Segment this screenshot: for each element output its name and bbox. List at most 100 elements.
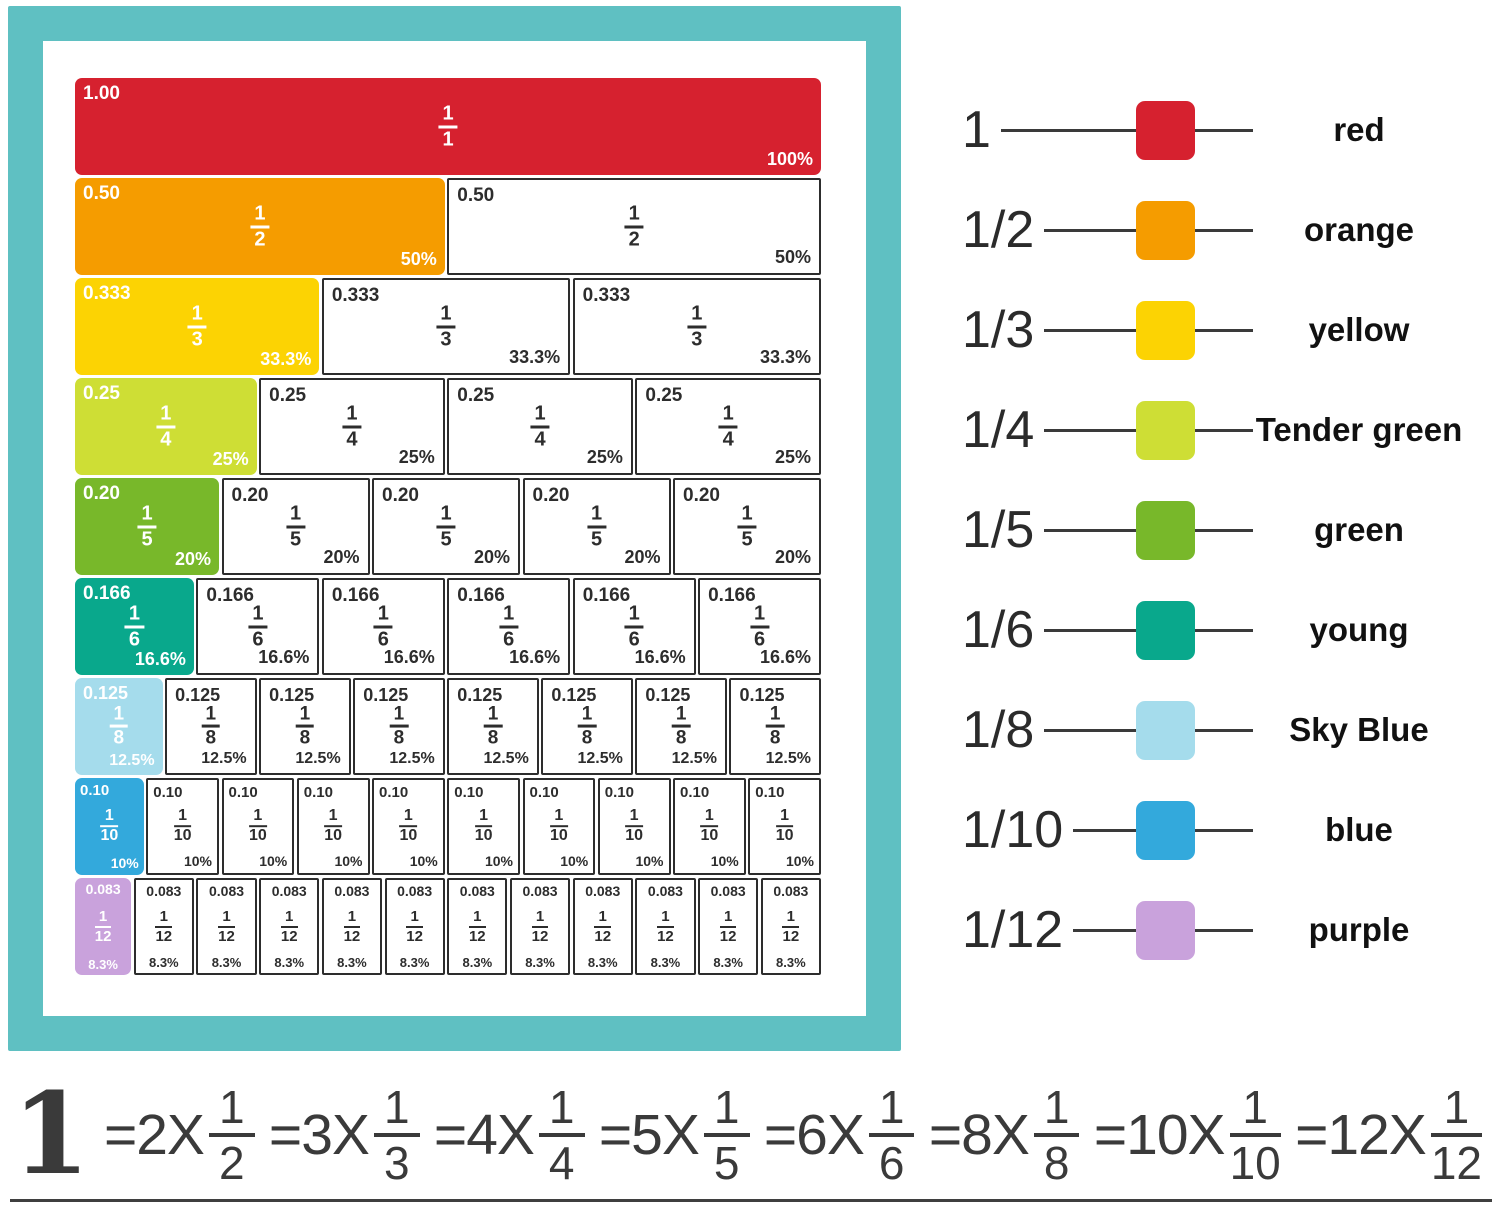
fraction-tile-1-5: 0.20 1 5 20% — [221, 478, 370, 575]
fraction-denominator: 4 — [534, 428, 546, 450]
fraction-label: 1 10 — [248, 807, 267, 846]
fraction-tile-1-10-colored: 0.10 1 10 10% — [75, 778, 144, 875]
fraction-numerator: 1 — [218, 909, 235, 928]
fraction-label: 1 10 — [549, 807, 568, 846]
decimal-label: 0.125 — [551, 685, 597, 705]
percent-label: 8.3% — [148, 955, 179, 970]
fraction-numerator: 1 — [538, 1082, 585, 1137]
fraction-tile-1-12: 0.083 1 12 8.3% — [447, 878, 508, 975]
decimal-label: 0.10 — [755, 784, 785, 801]
decimal-label: 0.20 — [382, 485, 419, 506]
percent-label: 10% — [334, 853, 363, 869]
equation-multiplier: =5X — [598, 1103, 700, 1167]
decimal-label: 0.333 — [582, 285, 631, 306]
legend-item-1-8: 1/8 Sky Blue — [962, 680, 1465, 780]
fraction-label: 1 10 — [700, 807, 719, 846]
fraction-denominator: 8 — [299, 728, 311, 749]
fraction-tile-1-12: 0.083 1 12 8.3% — [698, 878, 759, 975]
percent-label: 10% — [635, 853, 664, 869]
fraction-denominator: 4 — [548, 1137, 575, 1189]
fraction-denominator: 5 — [741, 528, 753, 550]
legend-color-name: yellow — [1308, 311, 1410, 348]
fraction-numerator: 1 — [483, 704, 503, 728]
fraction-label: 1 12 — [594, 909, 612, 945]
fraction-tile-1-1-colored: 1.00 1 1 100% — [75, 78, 821, 175]
percent-label: 25% — [774, 447, 811, 467]
fraction-tile-1-10: 0.10 1 10 10% — [673, 778, 746, 875]
legend-connector-line — [1195, 128, 1253, 132]
percent-label: 12.5% — [483, 750, 529, 767]
fraction-numerator: 1 — [468, 909, 486, 928]
fraction-numerator: 1 — [324, 807, 343, 828]
percent-label: 25% — [586, 447, 623, 467]
fraction-denominator: 10 — [1229, 1137, 1281, 1189]
fraction-tile-1-8: 0.125 1 8 12.5% — [259, 678, 351, 775]
equivalence-equation-bar: 1 =2X 1 2 =3X 1 3 =4X 1 4 =5X 1 5 =6X 1 6 =8X 1 8 =10X 1 10 =1… — [12, 1076, 1482, 1194]
percent-label: 12.5% — [201, 750, 247, 767]
fraction-numerator: 1 — [389, 704, 409, 728]
fraction-denominator: 6 — [503, 628, 515, 650]
percent-label: 12.5% — [295, 750, 341, 767]
fraction-numerator: 1 — [586, 503, 607, 528]
fraction-tile-1-5: 0.20 1 5 20% — [522, 478, 671, 575]
percent-label: 12.5% — [671, 750, 717, 767]
fraction-row-1-10: 0.10 1 10 10% 0.10 1 10 10% 0.10 1 10 10% 0.10 1 10 10%… — [75, 778, 821, 875]
fraction-denominator: 10 — [100, 827, 119, 845]
percent-label: 16.6% — [759, 647, 812, 667]
fraction-numerator: 1 — [342, 403, 362, 428]
fraction-denominator: 12 — [406, 928, 423, 945]
decimal-label: 0.166 — [331, 585, 380, 606]
fraction-numerator: 1 — [1229, 1082, 1281, 1137]
fraction-tile-1-12: 0.083 1 12 8.3% — [133, 878, 194, 975]
fraction-numerator: 1 — [657, 909, 674, 928]
legend-connector-line — [1044, 528, 1136, 532]
decimal-label: 0.25 — [83, 383, 120, 404]
fraction-tile-1-8-colored: 0.125 1 8 12.5% — [75, 678, 163, 775]
equation-terms: =2X 1 2 =3X 1 3 =4X 1 4 =5X 1 5 =6X 1 6 =8X 1 8 =10X 1 10 =12… — [104, 1082, 1482, 1189]
fraction-numerator: 1 — [750, 603, 770, 628]
fraction-numerator: 1 — [687, 303, 707, 328]
fraction-numerator: 1 — [155, 909, 173, 928]
fraction-denominator: 12 — [657, 928, 674, 945]
fraction-tile-1-12: 0.083 1 12 8.3% — [635, 878, 696, 975]
fraction-label: 1 12 — [468, 909, 486, 945]
fraction-tile-1-8: 0.125 1 8 12.5% — [541, 678, 633, 775]
legend-color-swatch — [1136, 100, 1195, 160]
fraction-denominator: 3 — [191, 328, 203, 350]
percent-label: 16.6% — [634, 647, 686, 667]
percent-label: 10% — [183, 853, 212, 869]
fraction-denominator: 6 — [128, 628, 141, 650]
fraction-tile-1-10: 0.10 1 10 10% — [296, 778, 370, 875]
legend-fraction-label: 1/4 — [962, 401, 1035, 459]
legend-item-1: 1 red — [962, 80, 1465, 180]
percent-label: 12.5% — [577, 750, 623, 767]
percent-label: 8.3% — [399, 955, 430, 970]
fraction-numerator: 1 — [201, 704, 221, 728]
decimal-label: 0.10 — [153, 784, 183, 801]
fraction-denominator: 8 — [393, 728, 405, 749]
fraction-tile-1-10: 0.10 1 10 10% — [221, 778, 295, 875]
fraction-numerator: 1 — [248, 807, 267, 828]
legend-color-name: Tender green — [1255, 411, 1463, 448]
equation-multiplier: =3X — [268, 1103, 370, 1167]
fraction-tile-1-6: 0.166 1 6 16.6% — [698, 578, 822, 675]
percent-label: 25% — [398, 447, 435, 467]
decimal-label: 0.083 — [459, 883, 495, 899]
percent-label: 8.3% — [337, 955, 367, 970]
fraction-numerator: 1 — [187, 303, 207, 328]
fraction-denominator: 2 — [628, 228, 640, 250]
fraction-label: 1 12 — [406, 909, 423, 945]
decimal-label: 0.125 — [83, 683, 129, 703]
legend-fraction-label: 1/2 — [962, 201, 1035, 259]
fraction-wall-chart: 1.00 1 1 100% 0.50 1 2 50% 0.50 1 2 50% 0.333 1 3 33.3%… — [75, 78, 822, 975]
legend-fraction-label: 1/12 — [962, 901, 1064, 959]
percent-label: 20% — [174, 549, 211, 569]
fraction-numerator: 1 — [719, 909, 737, 928]
